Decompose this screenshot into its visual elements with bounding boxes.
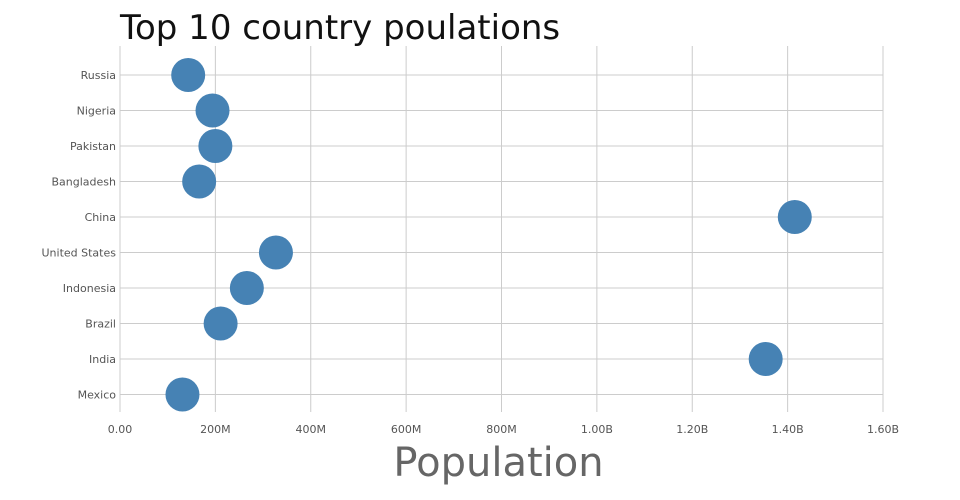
y-tick-label: Nigeria [77, 105, 116, 118]
y-tick-label: Mexico [78, 389, 117, 402]
data-point [229, 271, 264, 305]
data-point [171, 58, 206, 92]
grid [119, 46, 884, 412]
x-tick-label: 1.20B [676, 423, 708, 436]
x-tick-label: 600M [391, 423, 422, 436]
x-tick-label: 1.00B [581, 423, 613, 436]
x-tick-label: 1.40B [772, 423, 804, 436]
axis-ticks: 0.00 200M 400M 600M 800M 1.00B 1.20B 1.40B 1.60B… [42, 69, 900, 436]
x-tick-label: 400M [296, 423, 327, 436]
y-tick-label: Indonesia [63, 282, 116, 295]
y-tick-label: Bangladesh [52, 176, 117, 189]
y-tick-label: China [85, 211, 116, 224]
x-tick-label: 200M [200, 423, 231, 436]
x-tick-label: 1.60B [867, 423, 899, 436]
x-axis-title: Population [393, 440, 603, 486]
y-tick-label: Russia [81, 69, 116, 82]
x-tick-label: 800M [486, 423, 517, 436]
y-tick-label: Pakistan [70, 140, 116, 153]
data-point [258, 235, 293, 270]
data-point [195, 93, 230, 128]
data-point [198, 129, 233, 163]
y-tick-label: Brazil [85, 318, 116, 331]
y-tick-label: India [89, 353, 116, 366]
x-tick-label: 0.00 [108, 423, 133, 436]
chart-title: Top 10 country poulations [120, 8, 561, 48]
data-point [777, 200, 812, 234]
data-point [165, 377, 200, 412]
data-points [165, 58, 812, 412]
data-point [182, 164, 217, 199]
data-point [748, 342, 783, 376]
y-tick-label: United States [42, 247, 117, 260]
data-point [203, 306, 238, 341]
